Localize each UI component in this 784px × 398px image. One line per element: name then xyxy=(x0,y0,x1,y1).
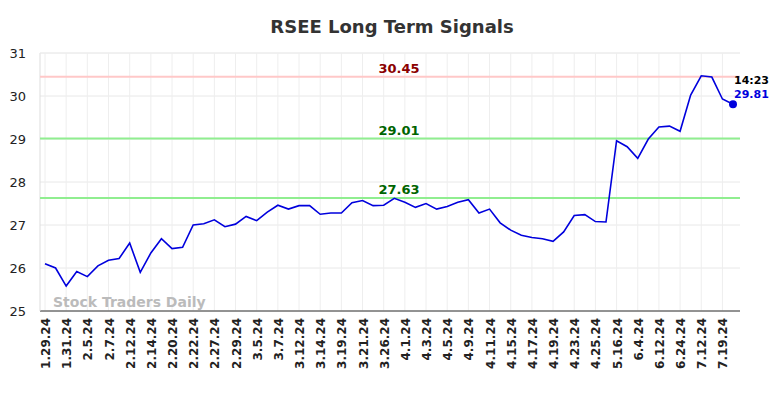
x-grid xyxy=(722,53,723,311)
x-grid xyxy=(193,53,194,311)
x-tick-label: 1.29.24 xyxy=(39,318,53,369)
x-tick-label: 3.7.24 xyxy=(272,318,286,361)
x-tick-label: 4.9.24 xyxy=(462,318,476,361)
x-tick-label: 4.5.24 xyxy=(441,318,455,361)
y-grid xyxy=(40,225,740,226)
x-tick-label: 4.17.24 xyxy=(526,318,540,369)
x-grid xyxy=(701,53,702,311)
x-tick-label: 2.20.24 xyxy=(166,318,180,369)
x-grid xyxy=(341,53,342,311)
x-grid xyxy=(66,53,67,311)
frame-top xyxy=(40,53,740,54)
x-grid xyxy=(214,53,215,311)
y-tick-label: 27 xyxy=(9,218,26,233)
x-grid xyxy=(320,53,321,311)
y-tick-label: 30 xyxy=(9,89,26,104)
background xyxy=(0,0,784,398)
x-grid xyxy=(447,53,448,311)
x-tick-label: 3.19.24 xyxy=(335,318,349,369)
x-tick-label: 6.12.24 xyxy=(653,318,667,369)
reference-label: 27.63 xyxy=(378,182,419,197)
x-grid xyxy=(468,53,469,311)
y-grid xyxy=(40,311,740,312)
x-tick-label: 2.7.24 xyxy=(103,318,117,361)
x-grid xyxy=(531,53,532,311)
last-point xyxy=(729,100,737,108)
x-tick-label: 2.5.24 xyxy=(81,318,95,361)
x-tick-label: 3.21.24 xyxy=(357,318,371,369)
x-grid xyxy=(172,53,173,311)
x-tick-label: 2.12.24 xyxy=(124,318,138,369)
x-grid xyxy=(129,53,130,311)
x-grid xyxy=(510,53,511,311)
x-tick-label: 5.16.24 xyxy=(611,318,625,369)
x-grid xyxy=(277,53,278,311)
x-tick-label: 4.1.24 xyxy=(399,318,413,361)
x-tick-label: 4.15.24 xyxy=(505,318,519,369)
x-tick-label: 6.4.24 xyxy=(632,318,646,361)
last-value-label: 29.81 xyxy=(734,88,769,101)
x-tick-label: 2.14.24 xyxy=(145,318,159,369)
x-grid xyxy=(108,53,109,311)
x-grid xyxy=(362,53,363,311)
reference-line xyxy=(40,138,740,140)
x-tick-label: 2.27.24 xyxy=(208,318,222,369)
y-axis xyxy=(40,53,41,311)
y-grid xyxy=(40,139,740,140)
reference-line xyxy=(40,197,740,199)
x-tick-label: 7.12.24 xyxy=(695,318,709,369)
x-tick-label: 3.26.24 xyxy=(378,318,392,369)
x-grid xyxy=(595,53,596,311)
x-tick-label: 4.23.24 xyxy=(568,318,582,369)
y-tick-label: 26 xyxy=(9,261,26,276)
x-grid xyxy=(489,53,490,311)
x-tick-label: 1.31.24 xyxy=(60,318,74,369)
x-grid xyxy=(616,53,617,311)
x-tick-label: 6.24.24 xyxy=(674,318,688,369)
reference-label: 30.45 xyxy=(378,61,419,76)
y-grid xyxy=(40,53,740,54)
x-grid xyxy=(574,53,575,311)
y-tick-label: 25 xyxy=(9,304,26,319)
y-grid xyxy=(40,268,740,269)
x-tick-label: 3.14.24 xyxy=(314,318,328,369)
watermark: Stock Traders Daily xyxy=(53,294,206,310)
x-grid xyxy=(680,53,681,311)
x-grid xyxy=(553,53,554,311)
x-tick-label: 3.12.24 xyxy=(293,318,307,369)
title: RSEE Long Term Signals xyxy=(270,16,513,37)
x-tick-label: 2.29.24 xyxy=(230,318,244,369)
x-grid xyxy=(637,53,638,311)
x-grid xyxy=(256,53,257,311)
y-tick-label: 28 xyxy=(9,175,26,190)
reference-label: 29.01 xyxy=(378,123,419,138)
x-tick-label: 4.3.24 xyxy=(420,318,434,361)
x-tick-label: 7.19.24 xyxy=(716,318,730,369)
x-tick-label: 2.22.24 xyxy=(187,318,201,369)
x-tick-label: 3.5.24 xyxy=(251,318,265,361)
x-tick-label: 4.19.24 xyxy=(547,318,561,369)
x-grid xyxy=(87,53,88,311)
reference-line xyxy=(40,76,740,78)
x-tick-label: 4.25.24 xyxy=(589,318,603,369)
y-grid xyxy=(40,96,740,97)
x-axis xyxy=(40,311,740,312)
x-grid xyxy=(235,53,236,311)
x-grid xyxy=(45,53,46,311)
x-grid xyxy=(426,53,427,311)
series-line xyxy=(45,76,733,286)
y-tick-label: 31 xyxy=(9,46,26,61)
y-tick-label: 29 xyxy=(9,132,26,147)
x-grid xyxy=(299,53,300,311)
time-label: 14:23 xyxy=(734,74,769,87)
x-grid xyxy=(658,53,659,311)
x-grid xyxy=(150,53,151,311)
x-tick-label: 4.11.24 xyxy=(484,318,498,369)
plot-area xyxy=(40,76,740,286)
